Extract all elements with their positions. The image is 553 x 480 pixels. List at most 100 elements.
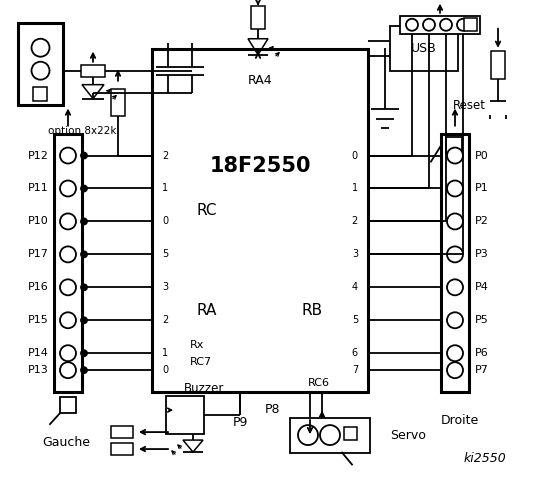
Text: 1: 1 bbox=[352, 183, 358, 193]
Text: 2: 2 bbox=[162, 315, 168, 325]
Text: P8: P8 bbox=[264, 403, 280, 416]
Circle shape bbox=[447, 362, 463, 378]
Text: Servo: Servo bbox=[390, 429, 426, 442]
Bar bbox=[111, 426, 133, 438]
Text: 6: 6 bbox=[352, 348, 358, 358]
Text: 4: 4 bbox=[352, 282, 358, 292]
Text: 2: 2 bbox=[352, 216, 358, 227]
Circle shape bbox=[60, 312, 76, 328]
Circle shape bbox=[81, 284, 87, 290]
Text: P16: P16 bbox=[28, 282, 49, 292]
Text: P2: P2 bbox=[475, 216, 489, 227]
Bar bbox=[390, 26, 458, 71]
Circle shape bbox=[447, 279, 463, 295]
Text: RA4: RA4 bbox=[248, 74, 272, 87]
Text: Reset: Reset bbox=[453, 99, 486, 112]
Bar bbox=[152, 49, 368, 392]
Bar bbox=[344, 427, 357, 440]
Circle shape bbox=[81, 252, 87, 257]
Text: 3: 3 bbox=[162, 282, 168, 292]
Circle shape bbox=[447, 180, 463, 196]
Circle shape bbox=[60, 180, 76, 196]
Circle shape bbox=[32, 62, 50, 80]
Text: Buzzer: Buzzer bbox=[184, 382, 224, 395]
Bar bbox=[400, 16, 480, 34]
Circle shape bbox=[457, 19, 469, 31]
Circle shape bbox=[60, 279, 76, 295]
Bar bbox=[491, 51, 505, 79]
Bar bbox=[446, 137, 462, 153]
Text: 3: 3 bbox=[352, 250, 358, 259]
Text: P4: P4 bbox=[475, 282, 489, 292]
Text: Droite: Droite bbox=[441, 414, 479, 427]
Bar bbox=[60, 397, 76, 413]
Text: P11: P11 bbox=[28, 183, 49, 193]
Text: ki2550: ki2550 bbox=[463, 452, 507, 465]
Text: RC: RC bbox=[197, 203, 217, 218]
Circle shape bbox=[447, 147, 463, 164]
Text: P1: P1 bbox=[475, 183, 489, 193]
Bar bbox=[441, 133, 469, 392]
Circle shape bbox=[447, 345, 463, 361]
Bar bbox=[18, 23, 63, 105]
Circle shape bbox=[81, 218, 87, 225]
Text: P17: P17 bbox=[28, 250, 49, 259]
Circle shape bbox=[440, 19, 452, 31]
Circle shape bbox=[60, 147, 76, 164]
Circle shape bbox=[81, 317, 87, 323]
Text: P14: P14 bbox=[28, 348, 49, 358]
Circle shape bbox=[60, 345, 76, 361]
Circle shape bbox=[60, 214, 76, 229]
Text: Rx: Rx bbox=[190, 340, 205, 350]
Text: 5: 5 bbox=[352, 315, 358, 325]
Text: Gauche: Gauche bbox=[42, 435, 90, 449]
Bar bbox=[290, 418, 370, 453]
Text: P13: P13 bbox=[28, 365, 49, 375]
Bar bbox=[111, 443, 133, 455]
Text: 2: 2 bbox=[162, 151, 168, 160]
Text: P10: P10 bbox=[28, 216, 49, 227]
Circle shape bbox=[60, 246, 76, 263]
Circle shape bbox=[423, 19, 435, 31]
Circle shape bbox=[447, 246, 463, 263]
Bar bbox=[54, 133, 82, 392]
Text: RC7: RC7 bbox=[190, 357, 212, 367]
Text: RA: RA bbox=[197, 303, 217, 318]
Text: RB: RB bbox=[302, 303, 323, 318]
Circle shape bbox=[298, 425, 318, 445]
Text: USB: USB bbox=[411, 42, 437, 55]
Text: P5: P5 bbox=[475, 315, 489, 325]
Circle shape bbox=[81, 185, 87, 192]
Text: RC6: RC6 bbox=[308, 378, 330, 388]
Text: P15: P15 bbox=[28, 315, 49, 325]
Text: P3: P3 bbox=[475, 250, 489, 259]
Text: 5: 5 bbox=[162, 250, 168, 259]
Circle shape bbox=[81, 153, 87, 158]
Bar bbox=[464, 18, 477, 31]
Circle shape bbox=[447, 214, 463, 229]
Text: 0: 0 bbox=[162, 216, 168, 227]
Circle shape bbox=[320, 425, 340, 445]
Text: 0: 0 bbox=[162, 365, 168, 375]
Text: 1: 1 bbox=[162, 348, 168, 358]
Text: option 8x22k: option 8x22k bbox=[48, 126, 116, 135]
Bar bbox=[166, 396, 204, 434]
Circle shape bbox=[32, 39, 50, 57]
Bar bbox=[251, 6, 265, 29]
Bar bbox=[111, 89, 125, 116]
Circle shape bbox=[81, 367, 87, 373]
Text: P9: P9 bbox=[232, 416, 248, 429]
Circle shape bbox=[81, 350, 87, 356]
Text: 18F2550: 18F2550 bbox=[209, 156, 311, 176]
Text: 7: 7 bbox=[352, 365, 358, 375]
Text: 1: 1 bbox=[162, 183, 168, 193]
Text: P0: P0 bbox=[475, 151, 489, 160]
Bar bbox=[81, 65, 105, 77]
Text: P12: P12 bbox=[28, 151, 49, 160]
Bar bbox=[33, 87, 46, 101]
Circle shape bbox=[447, 312, 463, 328]
Circle shape bbox=[406, 19, 418, 31]
Text: P7: P7 bbox=[475, 365, 489, 375]
Text: P6: P6 bbox=[475, 348, 489, 358]
Circle shape bbox=[60, 362, 76, 378]
